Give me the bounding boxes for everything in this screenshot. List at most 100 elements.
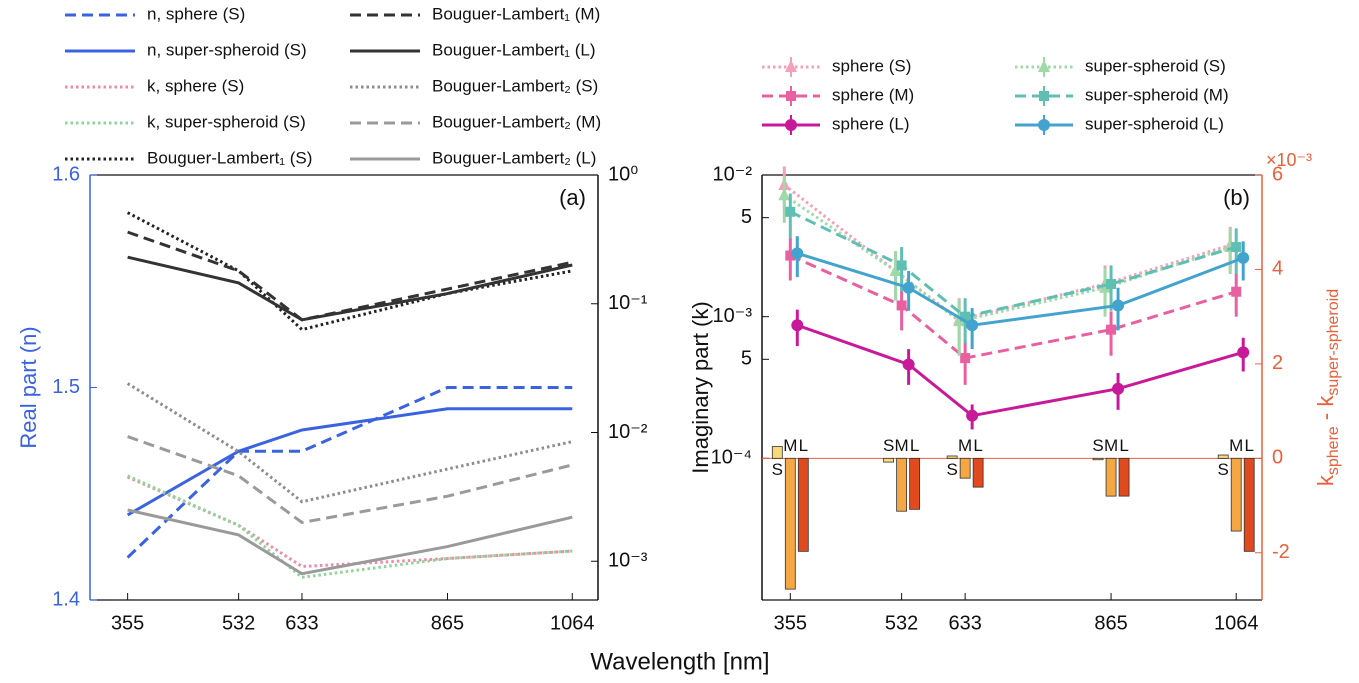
bar-label: M bbox=[1229, 436, 1243, 455]
bar-label: M bbox=[783, 436, 797, 455]
bar bbox=[972, 457, 984, 488]
marker bbox=[785, 60, 797, 72]
marker bbox=[966, 319, 979, 332]
line bbox=[126, 407, 573, 517]
marker bbox=[960, 353, 971, 364]
bar bbox=[1230, 457, 1242, 532]
marker bbox=[902, 281, 915, 294]
marker bbox=[1112, 382, 1125, 395]
legend-label: Bouguer-Lambert₂ (L) bbox=[432, 148, 596, 167]
marker bbox=[1112, 299, 1125, 312]
y2-tick-label: 10⁻² bbox=[608, 421, 648, 443]
marker bbox=[889, 264, 902, 277]
legend-label: super-spheroid (S) bbox=[1085, 56, 1226, 75]
line bbox=[796, 323, 1244, 418]
marker bbox=[785, 206, 796, 217]
legend-label: super-spheroid (M) bbox=[1085, 85, 1229, 104]
line bbox=[127, 508, 573, 576]
legend-label: k, super-spheroid (S) bbox=[147, 112, 306, 131]
marker bbox=[902, 358, 915, 371]
legend-label: k, sphere (S) bbox=[147, 76, 244, 95]
x-tick-label: 532 bbox=[222, 612, 255, 634]
bar bbox=[896, 457, 908, 512]
legend-label: Bouguer-Lambert₁ (S) bbox=[147, 148, 312, 167]
x-tick-label: 633 bbox=[285, 612, 318, 634]
line bbox=[126, 382, 573, 504]
y2-tick-label: -2 bbox=[1272, 541, 1290, 563]
bar bbox=[1118, 457, 1130, 497]
bar-label: S bbox=[883, 436, 894, 455]
marker bbox=[1231, 242, 1242, 253]
marker bbox=[960, 311, 971, 322]
bar bbox=[883, 457, 895, 463]
legend-label: super-spheroid (L) bbox=[1085, 114, 1224, 133]
line bbox=[783, 193, 1231, 323]
bar-label: M bbox=[895, 436, 909, 455]
y2-label-subscript: super-spheroid bbox=[1325, 289, 1342, 396]
y2-tick-label: 10⁰ bbox=[608, 163, 638, 185]
marker bbox=[966, 409, 979, 422]
legend-label: sphere (S) bbox=[832, 56, 911, 75]
legend-label: sphere (L) bbox=[832, 114, 909, 133]
marker bbox=[791, 247, 804, 260]
y2-label-subscript: sphere bbox=[1325, 426, 1342, 475]
x-tick-label: 532 bbox=[885, 612, 918, 634]
y-tick-label: 10⁻³ bbox=[713, 305, 753, 327]
line bbox=[127, 435, 573, 525]
marker bbox=[1038, 119, 1050, 131]
legend-label: Bouguer-Lambert₂ (M) bbox=[432, 112, 601, 131]
marker bbox=[791, 319, 804, 332]
line bbox=[127, 255, 573, 322]
y-tick-label: 1.4 bbox=[52, 588, 80, 610]
y2-tick-label: 4 bbox=[1272, 258, 1283, 280]
x-tick-label: 1064 bbox=[1214, 612, 1259, 634]
y-tick-label: 1.5 bbox=[52, 376, 80, 398]
bar-label: S bbox=[1218, 460, 1229, 479]
bar bbox=[784, 457, 796, 590]
line bbox=[127, 230, 573, 322]
bar-label: L bbox=[799, 436, 808, 455]
y2-tick-label: 6 bbox=[1272, 163, 1283, 185]
bar bbox=[909, 457, 921, 510]
y2-tick-label: 0 bbox=[1272, 447, 1283, 469]
y2-axis-label: ksphere - ksuper-spheroid bbox=[1313, 289, 1342, 486]
bar bbox=[946, 455, 958, 459]
y2-tick-label: 2 bbox=[1272, 352, 1283, 374]
y-tick-label: 1.6 bbox=[52, 163, 80, 185]
y2-tick-label: 10⁻¹ bbox=[608, 292, 648, 314]
legend-label: Bouguer-Lambert₁ (M) bbox=[432, 4, 600, 23]
line bbox=[127, 474, 573, 579]
y-axis-label: Imaginary part (k) bbox=[688, 301, 713, 473]
marker bbox=[1106, 279, 1117, 290]
bar-label: M bbox=[1104, 436, 1118, 455]
y-axis-label: Real part (n) bbox=[16, 326, 41, 448]
bar-label: L bbox=[1119, 436, 1128, 455]
legend-label: Bouguer-Lambert₂ (S) bbox=[432, 76, 598, 95]
marker bbox=[896, 300, 907, 311]
y2-tick-label: 10⁻³ bbox=[608, 550, 648, 572]
legend-label: sphere (M) bbox=[832, 85, 914, 104]
line bbox=[126, 211, 573, 332]
bar bbox=[1243, 457, 1255, 552]
legend-label: n, super-spheroid (S) bbox=[147, 40, 307, 59]
marker bbox=[1106, 324, 1117, 335]
y2-multiplier: ×10⁻³ bbox=[1266, 150, 1312, 170]
bar-label: S bbox=[772, 460, 783, 479]
line bbox=[783, 183, 1231, 322]
x-tick-label: 1064 bbox=[550, 612, 595, 634]
legend-label: n, sphere (S) bbox=[147, 4, 245, 23]
x-tick-label: 355 bbox=[111, 612, 144, 634]
x-tick-label: 355 bbox=[774, 612, 807, 634]
line bbox=[789, 210, 1237, 319]
marker bbox=[786, 91, 796, 101]
x-tick-label: 633 bbox=[948, 612, 981, 634]
bar bbox=[771, 446, 783, 459]
marker bbox=[785, 250, 796, 261]
y-tick-label: 5 bbox=[741, 206, 752, 228]
bar bbox=[797, 457, 809, 552]
line bbox=[126, 386, 573, 559]
x-tick-label: 865 bbox=[1094, 612, 1127, 634]
bar-label: S bbox=[1092, 436, 1103, 455]
